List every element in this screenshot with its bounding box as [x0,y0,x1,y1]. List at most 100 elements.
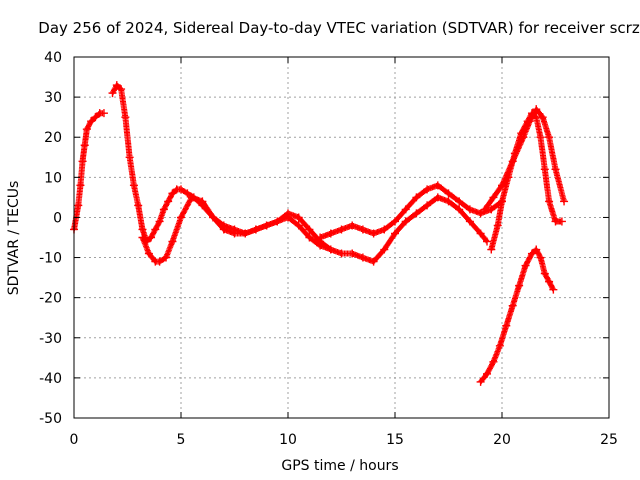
data-point [519,133,528,142]
data-point [423,185,432,194]
data-point [401,217,410,226]
data-point [401,205,410,214]
data-point [125,153,134,162]
y-tick-label: 10 [44,170,62,186]
data-point [380,225,389,234]
data-point [241,229,250,238]
data-point [337,249,346,258]
data-point [80,141,89,150]
y-tick-label: -10 [39,251,62,267]
data-point [476,377,485,386]
data-point [455,197,464,206]
data-point [305,233,314,242]
data-point [177,185,185,194]
data-point [521,261,530,270]
data-point [358,225,367,234]
data-point [284,209,292,218]
series-late-high [480,105,569,214]
data-point [219,225,228,234]
x-tick-label: 20 [493,432,511,448]
x-tick-label: 15 [386,432,404,448]
data-point [369,229,378,238]
data-point [112,81,121,90]
data-point [117,85,126,94]
data-point [305,225,314,234]
data-point [348,221,357,230]
data-point [162,253,171,262]
data-point [444,189,453,198]
y-tick-label: 0 [53,210,62,226]
data-point [493,221,502,230]
data-point [489,357,498,366]
data-point [465,205,474,214]
data-point [527,249,536,258]
data-point [444,197,453,206]
data-point [433,181,442,190]
x-tick-label: 5 [177,432,186,448]
data-point [545,197,554,206]
series-trace [477,246,556,385]
data-point [99,109,108,118]
data-point [294,213,303,222]
data-point [465,217,474,226]
data-point [369,257,378,266]
data-point [91,113,100,122]
data-point [326,245,335,254]
data-point [540,165,549,174]
data-point [87,117,96,126]
data-point [495,341,504,350]
data-point [358,253,367,262]
data-point [380,245,389,254]
series-main-trace [70,109,108,234]
data-point [525,117,534,126]
data-point [348,249,357,258]
data-point [108,89,117,98]
x-tick-label: 0 [70,432,79,448]
data-point [155,257,164,266]
data-point [557,217,566,226]
series-trace [139,194,490,265]
data-point [502,321,511,330]
data-point [508,301,517,310]
data-point [138,225,147,234]
data-point [273,217,282,226]
data-point [540,269,549,278]
data-point [78,157,87,166]
data-point [498,181,506,190]
y-tick-label: 30 [44,90,62,106]
data-point [316,233,325,242]
y-tick-label: 40 [44,50,62,66]
data-point [545,133,554,142]
y-tick-label: -50 [39,411,62,427]
data-point [177,213,185,222]
data-points [70,81,569,386]
data-point [532,105,541,114]
data-point [144,249,153,258]
y-tick-label: -30 [39,331,62,347]
data-point [489,193,498,202]
data-point [76,181,85,190]
x-axis-label: GPS time / hours [281,458,398,474]
data-point [532,245,541,254]
data-point [187,193,196,202]
data-point [412,209,421,218]
data-point [134,201,143,210]
data-point [129,181,138,190]
data-point [480,205,489,214]
data-point [536,133,545,142]
x-tick-label: 25 [600,432,618,448]
data-point [476,209,485,218]
data-point [155,217,164,226]
y-tick-label: -40 [39,371,62,387]
data-point [483,369,492,378]
series-upper-mid [316,181,506,242]
data-point [508,157,517,166]
data-point [455,205,464,214]
y-axis-label: SDTVAR / TECUs [6,181,22,296]
data-point [498,197,506,206]
data-point [536,253,545,262]
data-point [326,229,335,238]
data-point [159,205,168,214]
data-point [560,197,569,206]
